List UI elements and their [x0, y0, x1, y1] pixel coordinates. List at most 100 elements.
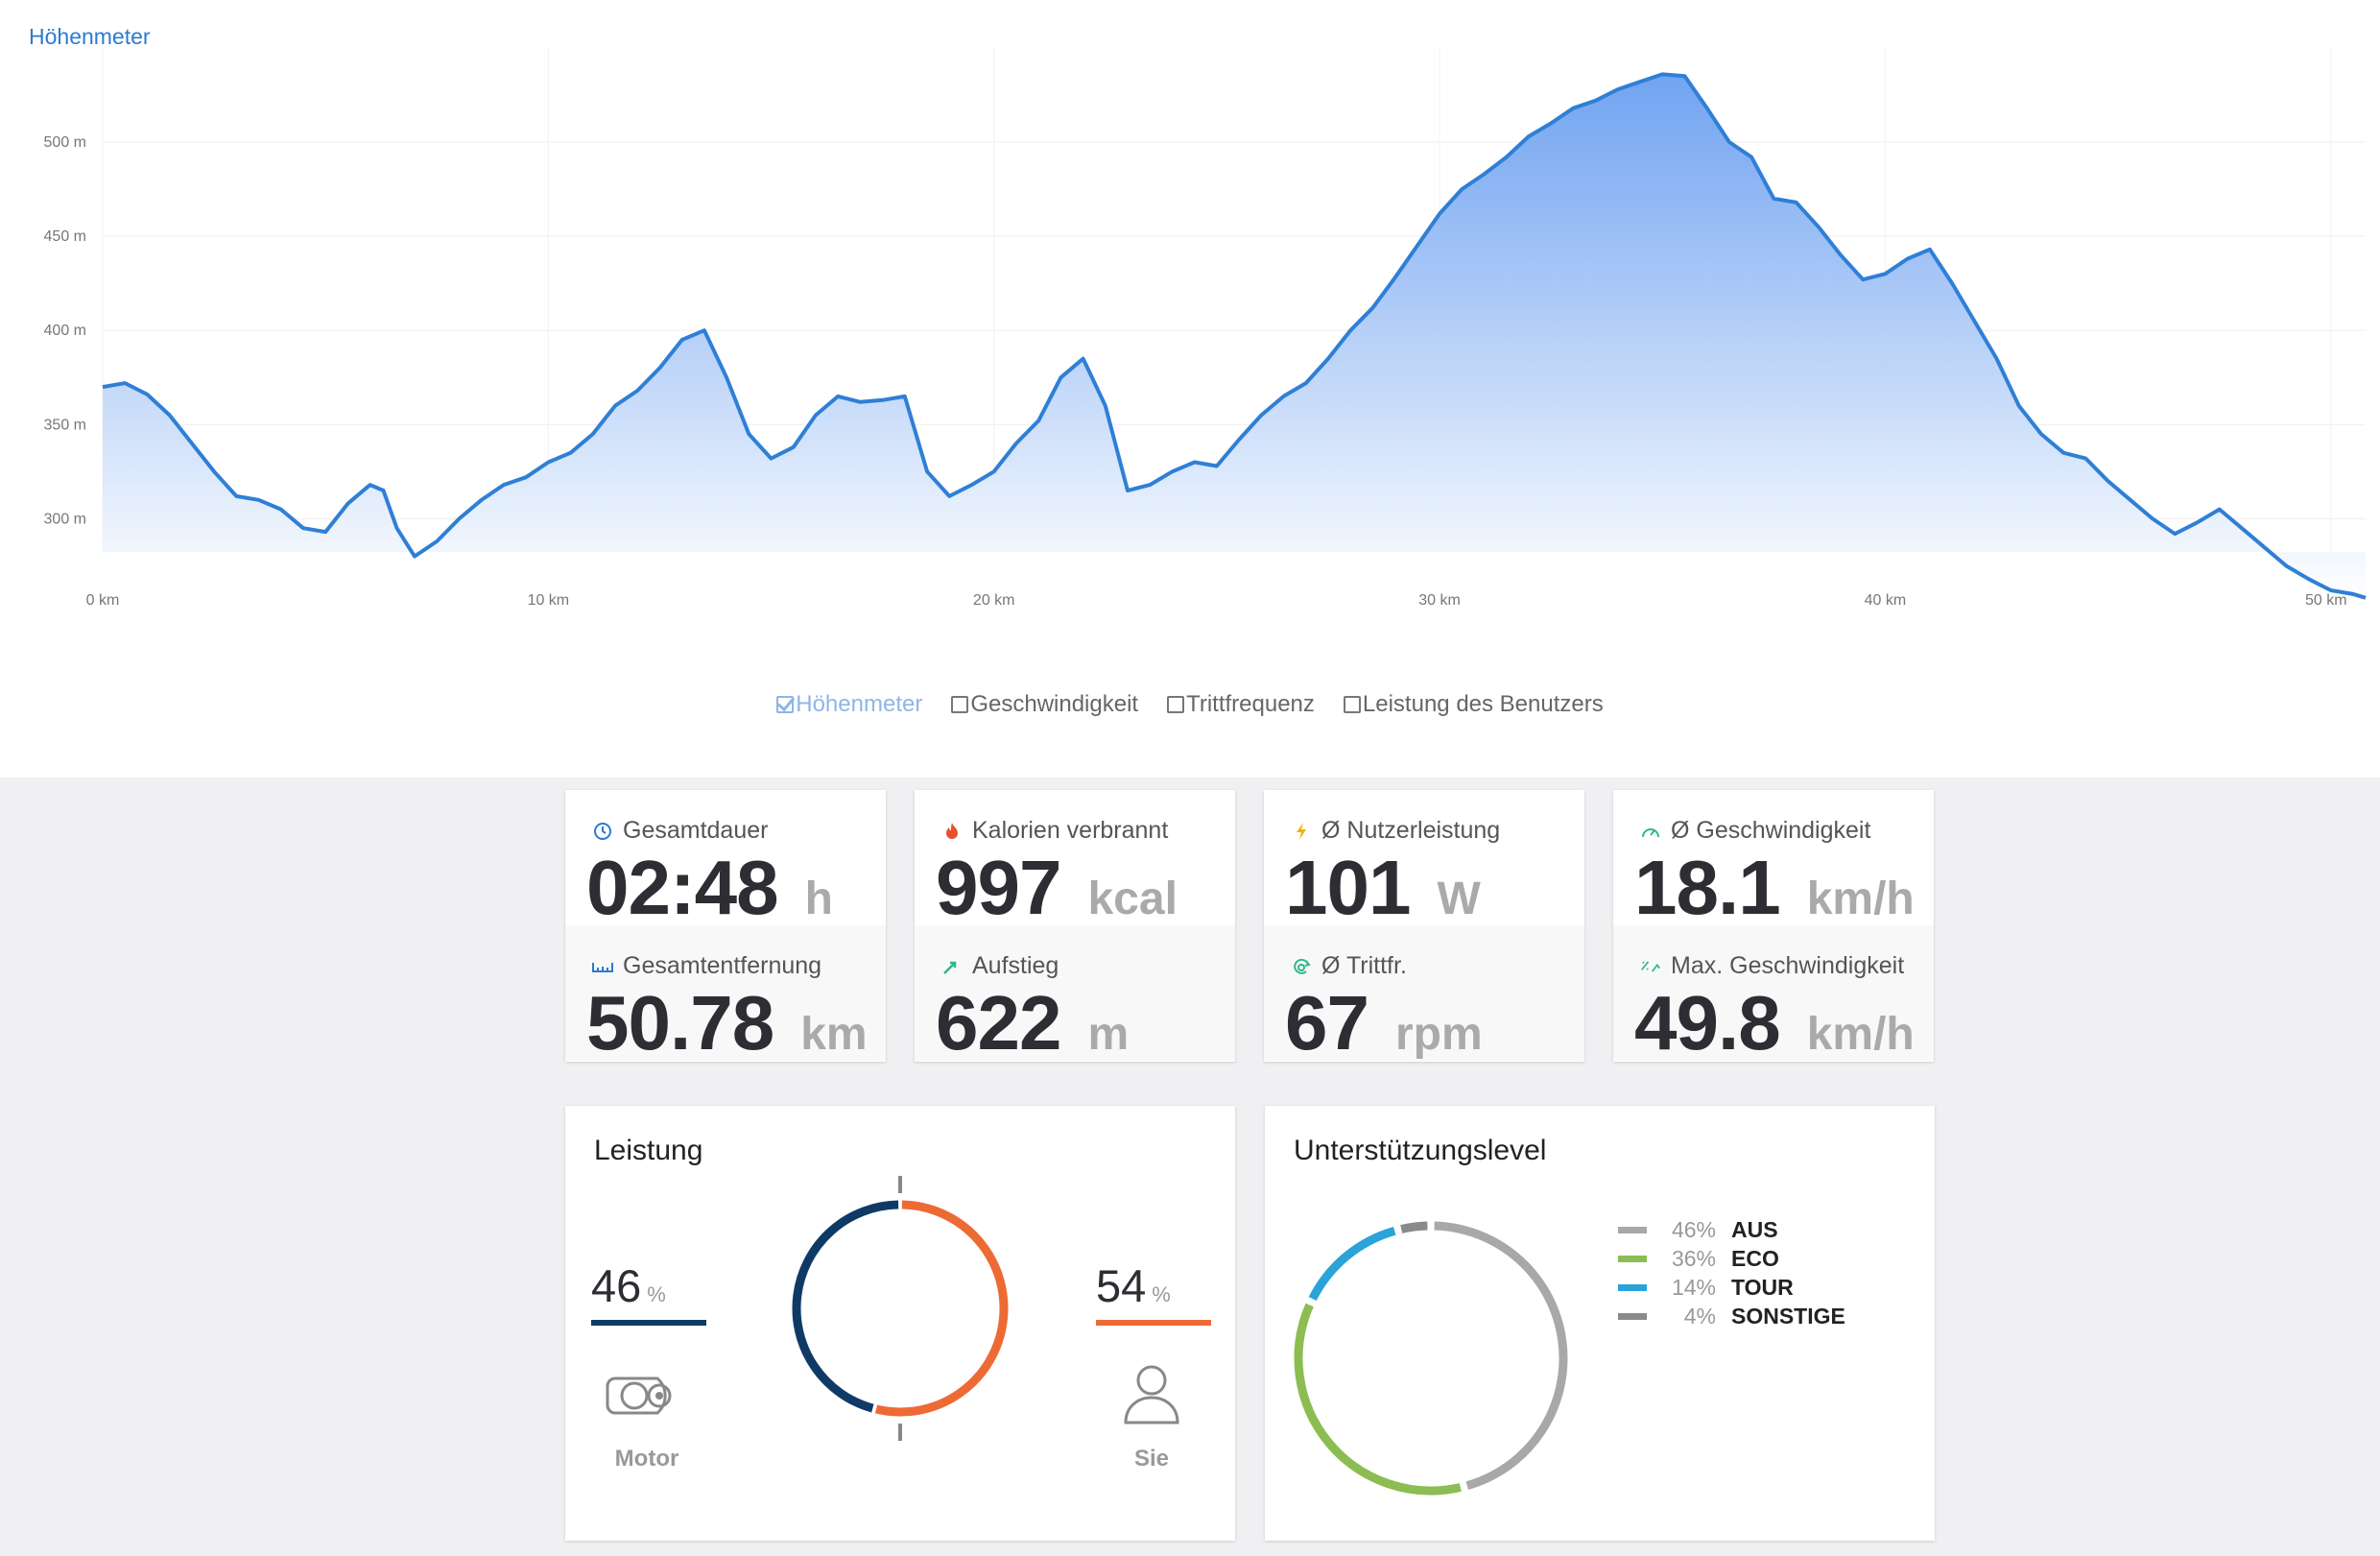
legend-row-eco: 36% ECO	[1618, 1246, 1779, 1272]
stat-label: Ø Nutzerleistung	[1321, 817, 1501, 844]
stat-label: Gesamtdauer	[623, 817, 769, 844]
motor-share: 46%	[591, 1259, 706, 1326]
legend-label: Geschwindigkeit	[970, 691, 1139, 717]
legend-swatch	[1618, 1227, 1647, 1233]
stat-card-duration: Gesamtdauer 02:48 h Gesamtentfernung 50.7…	[565, 790, 886, 1065]
user-pct-sym: %	[1152, 1282, 1171, 1306]
x-tick-label: 40 km	[1865, 592, 1907, 609]
stat-unit: rpm	[1394, 1009, 1483, 1060]
legend-swatch	[1618, 1256, 1647, 1262]
legend-label: Trittfrequenz	[1186, 691, 1315, 717]
legend-name: TOUR	[1731, 1275, 1794, 1300]
elevation-area	[103, 74, 2366, 598]
checkbox-icon	[951, 696, 969, 713]
ascent-icon	[941, 958, 963, 975]
legend-pct: 36%	[1671, 1246, 1716, 1271]
speedometer-icon	[1640, 823, 1661, 840]
y-tick-label: 500 m	[44, 134, 86, 151]
stat-card-calories: Kalorien verbrannt 997 kcal Aufstieg 622 m	[915, 790, 1235, 1065]
stat-card-power: Ø Nutzerleistung 101 W Ø Trittfr. 67 rpm	[1264, 790, 1584, 1065]
motor-label: Motor	[614, 1446, 679, 1472]
stat-ascent: Aufstieg 622 m	[915, 925, 1235, 1065]
legend-name: SONSTIGE	[1731, 1304, 1845, 1329]
stat-value: 622	[936, 980, 1061, 1065]
legend-pct: 14%	[1671, 1275, 1716, 1300]
stat-avg-power: Ø Nutzerleistung 101 W	[1264, 790, 1584, 930]
motor-bar	[591, 1320, 706, 1326]
power-donut-chart	[792, 1176, 1009, 1441]
checkbox-icon	[1343, 696, 1361, 713]
legend-name: AUS	[1731, 1217, 1778, 1242]
x-tick-label: 50 km	[2305, 592, 2347, 609]
y-tick-label: 400 m	[44, 323, 86, 339]
support-donut-chart	[1294, 1221, 1568, 1496]
motor-pct: 46	[591, 1260, 642, 1311]
stat-value: 50.78	[586, 980, 774, 1065]
stat-total-duration: Gesamtdauer 02:48 h	[565, 790, 886, 930]
stat-unit: h	[804, 874, 833, 924]
motor-segment	[792, 1200, 899, 1413]
stat-max-speed: Max. Geschwindigkeit 49.8 km/h	[1613, 925, 1934, 1065]
support-segment-eco	[1294, 1303, 1462, 1496]
elevation-chart-panel: 300 m 350 m 400 m 450 m 500 m 0 km 10 km 20 km 3…	[0, 0, 2380, 778]
x-tick-label: 20 km	[973, 592, 1015, 609]
stat-value: 18.1	[1634, 845, 1781, 930]
elevation-line	[102, 72, 2367, 600]
x-tick-label: 0 km	[86, 592, 120, 609]
stat-card-speed: Ø Geschwindigkeit 18.1 km/h Max. Geschwin…	[1613, 790, 1934, 1065]
card-title: Unterstützungslevel	[1294, 1135, 1547, 1166]
support-segment-sonstige	[1400, 1221, 1428, 1233]
y-tick-label: 450 m	[44, 228, 86, 245]
legend-row-sonstige: 4% SONSTIGE	[1618, 1304, 1845, 1329]
legend-row-aus: 46% AUS	[1618, 1217, 1778, 1243]
support-level-card: Unterstützungslevel 46% AUS 36% ECO 14% TOU…	[1265, 1106, 1935, 1541]
stat-unit: km/h	[1806, 1009, 1915, 1060]
legend-name: ECO	[1731, 1246, 1779, 1271]
stat-unit: km	[800, 1009, 868, 1060]
user-pct: 54	[1096, 1260, 1147, 1311]
stat-value: 101	[1285, 845, 1411, 930]
flame-icon	[941, 822, 963, 841]
stat-label: Max. Geschwindigkeit	[1671, 952, 1905, 979]
stat-unit: W	[1437, 874, 1481, 924]
support-segment-tour	[1308, 1226, 1396, 1302]
y-tick-label: 350 m	[44, 417, 86, 433]
legend-toggle-hoehenmeter[interactable]: Höhenmeter	[776, 691, 922, 718]
power-split-card: Leistung 46% 54% Motor Sie	[565, 1106, 1235, 1541]
elevation-chart: 300 m 350 m 400 m 450 m 500 m 0 km 10 km 20 km 3…	[44, 48, 2367, 609]
stat-calories: Kalorien verbrannt 997 kcal	[915, 790, 1235, 930]
user-bar	[1096, 1320, 1211, 1326]
stat-value: 49.8	[1634, 980, 1781, 1065]
legend-pct: 4%	[1683, 1304, 1716, 1329]
stat-label: Ø Trittfr.	[1321, 952, 1407, 979]
ruler-icon	[592, 960, 613, 973]
stat-label: Gesamtentfernung	[623, 952, 822, 979]
user-segment	[874, 1200, 1009, 1417]
stat-label: Ø Geschwindigkeit	[1671, 817, 1871, 844]
support-segment-aus	[1434, 1221, 1568, 1491]
cadence-icon	[1291, 957, 1312, 976]
stat-avg-cadence: Ø Trittfr. 67 rpm	[1264, 925, 1584, 1065]
x-tick-label: 10 km	[528, 592, 570, 609]
user-icon	[1120, 1359, 1183, 1431]
legend-label: Höhenmeter	[796, 691, 923, 717]
legend-toggle-leistung[interactable]: Leistung des Benutzers	[1343, 691, 1604, 718]
stat-value: 67	[1285, 980, 1369, 1065]
stat-total-distance: Gesamtentfernung 50.78 km	[565, 925, 886, 1065]
legend-label: Leistung des Benutzers	[1362, 691, 1604, 717]
checkbox-icon	[1167, 696, 1185, 713]
legend-toggle-geschwindigkeit[interactable]: Geschwindigkeit	[951, 691, 1138, 718]
y-tick-label: 300 m	[44, 511, 86, 527]
user-share: 54%	[1096, 1259, 1211, 1326]
legend-pct: 46%	[1671, 1217, 1716, 1242]
stat-unit: km/h	[1806, 874, 1915, 924]
max-speed-icon	[1640, 957, 1661, 976]
x-tick-label: 30 km	[1418, 592, 1461, 609]
clock-icon	[592, 822, 613, 841]
legend-toggle-trittfrequenz[interactable]: Trittfrequenz	[1167, 691, 1315, 718]
stat-unit: kcal	[1087, 874, 1178, 924]
bolt-icon	[1291, 822, 1312, 841]
stat-label: Aufstieg	[972, 952, 1059, 979]
legend-swatch	[1618, 1313, 1647, 1320]
legend-swatch	[1618, 1284, 1647, 1291]
